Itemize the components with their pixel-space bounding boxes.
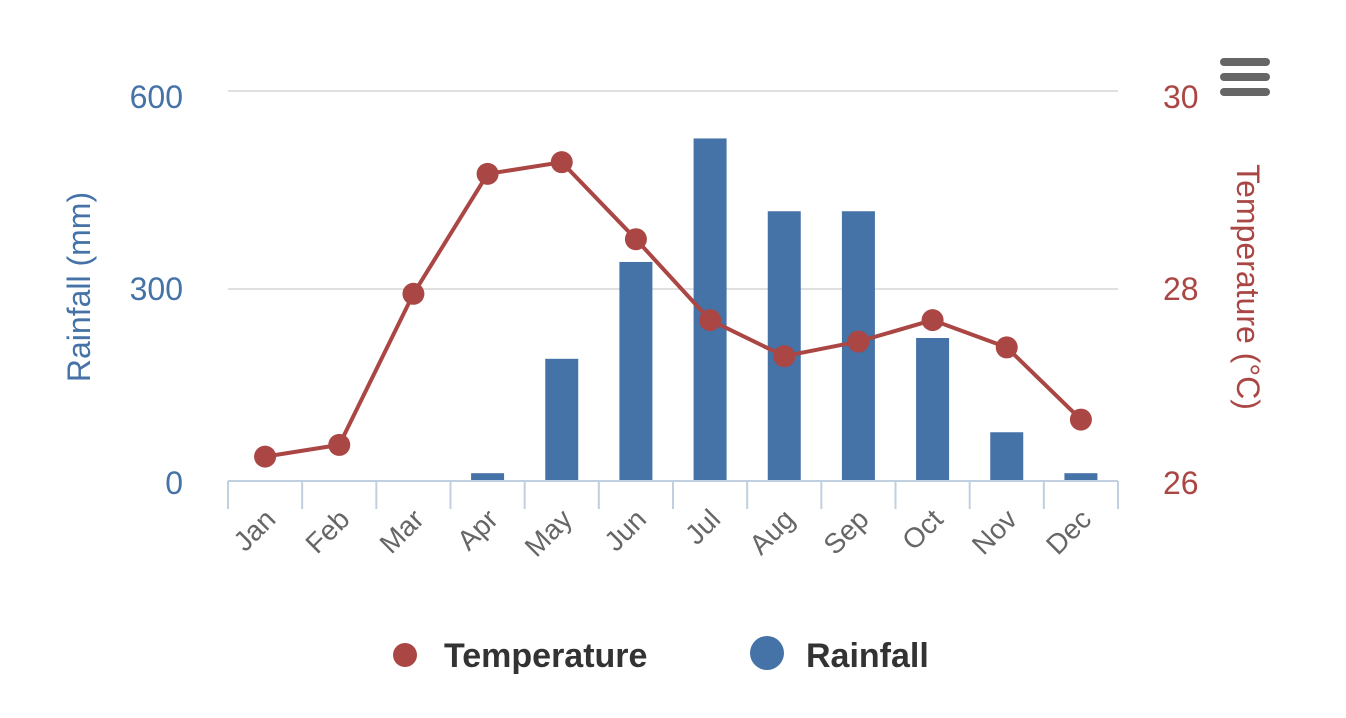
temperature-point[interactable] [254, 445, 277, 468]
temperature-series-line [264, 160, 1083, 459]
y-left-tick-0: 0 [165, 465, 183, 501]
legend-marker-temperature [393, 643, 417, 667]
legend-item-temperature[interactable]: Temperature [393, 637, 647, 675]
legend-label-rainfall: Rainfall [806, 637, 929, 675]
temperature-point[interactable] [476, 162, 499, 185]
rainfall-bar[interactable] [619, 261, 653, 481]
x-tick-label: Jun [598, 503, 652, 557]
y-left-ticks: 600 300 0 [130, 79, 183, 501]
x-tick-label: Apr [451, 503, 504, 556]
temperature-point[interactable] [550, 151, 573, 174]
x-tick-label: Jul [679, 503, 726, 550]
x-tick-label: May [519, 503, 578, 562]
temperature-point[interactable] [773, 345, 796, 368]
rainfall-bar[interactable] [471, 473, 505, 481]
x-axis-labels: Jan Feb Mar Apr May Jun Jul Aug Sep Oct Nov Dec [227, 503, 1097, 562]
menu-bar-bottom [1220, 88, 1270, 96]
y-left-tick-300: 300 [130, 271, 183, 307]
legend-label-temperature: Temperature [444, 637, 647, 675]
temperature-point[interactable] [847, 330, 870, 353]
x-tick-label: Dec [1040, 503, 1097, 560]
y-left-title: Rainfall (mm) [61, 192, 97, 382]
hamburger-menu-icon[interactable] [1220, 58, 1270, 96]
temperature-point[interactable] [699, 309, 722, 332]
x-tick-label: Sep [818, 503, 875, 560]
x-tick-label: Oct [896, 503, 949, 556]
temperature-point[interactable] [921, 309, 944, 332]
temperature-point[interactable] [328, 433, 351, 456]
rainfall-bars [471, 138, 1098, 481]
y-right-ticks: 30 28 26 [1163, 79, 1199, 501]
menu-bar-mid [1220, 73, 1270, 81]
x-tick-label: Mar [374, 503, 430, 559]
y-right-tick-26: 26 [1163, 465, 1199, 501]
grid [228, 90, 1118, 290]
y-right-tick-30: 30 [1163, 79, 1199, 115]
rainfall-bar[interactable] [916, 338, 950, 481]
temperature-point[interactable] [624, 228, 647, 251]
y-right-title: Temperature (°C) [1230, 164, 1266, 410]
y-right-tick-28: 28 [1163, 271, 1199, 307]
x-tick-label: Jan [227, 503, 281, 557]
x-axis-ticks [227, 481, 1119, 509]
rainfall-bar[interactable] [1064, 473, 1098, 481]
y-left-tick-600: 600 [130, 79, 183, 115]
rainfall-bar[interactable] [545, 358, 579, 481]
x-tick-label: Aug [743, 503, 800, 560]
legend-item-rainfall[interactable]: Rainfall [750, 636, 929, 675]
x-tick-label: Nov [966, 503, 1023, 560]
menu-bar-top [1220, 58, 1270, 66]
temperature-line [254, 151, 1092, 468]
legend-marker-rainfall [750, 636, 784, 670]
temperature-point[interactable] [995, 336, 1018, 359]
legend: Temperature Rainfall [393, 636, 929, 675]
temperature-point[interactable] [402, 282, 425, 305]
x-tick-label: Feb [299, 503, 355, 559]
rainfall-bar[interactable] [990, 432, 1024, 481]
temperature-point[interactable] [1069, 408, 1092, 431]
